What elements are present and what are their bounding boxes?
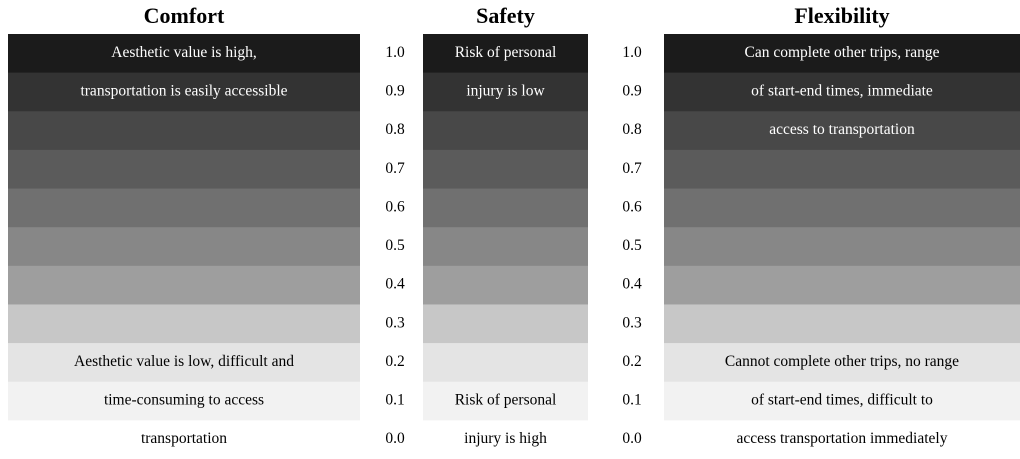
top-description: Aesthetic value is high,	[111, 44, 257, 61]
shade-band	[423, 227, 588, 267]
column-title: Flexibility	[794, 3, 889, 28]
shade-band	[664, 420, 1020, 459]
shade-band	[423, 34, 588, 74]
scale-label: 0.5	[622, 237, 642, 254]
scale-label: 0.0	[622, 430, 642, 447]
bottom-description: time-consuming to access	[104, 392, 264, 409]
scale-label: 0.5	[385, 237, 405, 254]
bottom-description: injury is high	[464, 430, 547, 447]
scale-label: 0.1	[622, 392, 641, 409]
scale-label: 0.4	[622, 276, 642, 293]
scale-label: 0.2	[385, 353, 404, 370]
shade-band	[664, 34, 1020, 74]
shade-band	[423, 381, 588, 421]
shade-band	[8, 34, 360, 74]
top-description: transportation is easily accessible	[80, 83, 287, 100]
shade-band	[664, 149, 1020, 190]
shade-band	[664, 304, 1020, 344]
column-title: Safety	[476, 3, 535, 28]
shade-band	[8, 381, 360, 421]
shade-band	[664, 72, 1020, 112]
scale-label: 0.4	[385, 276, 405, 293]
shade-band	[664, 227, 1020, 267]
scale-label: 0.3	[622, 314, 642, 331]
shade-band	[8, 420, 360, 459]
scale-label: 0.2	[622, 353, 641, 370]
shade-band	[8, 188, 360, 228]
bottom-description: Cannot complete other trips, no range	[725, 353, 959, 370]
scale-label: 1.0	[385, 44, 405, 61]
column-title: Comfort	[144, 3, 225, 28]
shade-band	[8, 343, 360, 383]
scale-label: 0.7	[622, 160, 642, 177]
bottom-description: access transportation immediately	[737, 430, 948, 447]
shade-band	[664, 111, 1020, 151]
shade-band	[664, 343, 1020, 383]
scale-label: 0.8	[385, 121, 405, 138]
shade-band	[423, 304, 588, 344]
scale-label: 0.8	[622, 121, 642, 138]
scale-label: 0.0	[385, 430, 405, 447]
scale-label: 0.3	[385, 314, 405, 331]
shade-band	[423, 343, 588, 383]
bottom-description: Risk of personal	[455, 392, 557, 409]
bottom-description: Aesthetic value is low, difficult and	[74, 353, 294, 370]
top-description: injury is low	[466, 83, 545, 100]
shade-band	[8, 72, 360, 112]
scale-label: 1.0	[622, 44, 642, 61]
shade-band	[423, 72, 588, 112]
scale-label: 0.6	[622, 198, 642, 215]
shade-band	[664, 265, 1020, 305]
bottom-description: transportation	[141, 430, 227, 447]
top-description: access to transportation	[769, 121, 915, 138]
shade-band	[664, 188, 1020, 228]
bottom-description: of start-end times, difficult to	[751, 392, 933, 409]
shade-band	[423, 149, 588, 190]
shade-band	[8, 227, 360, 267]
shade-band	[423, 188, 588, 228]
scale-label: 0.9	[622, 83, 642, 100]
shade-band	[423, 420, 588, 459]
top-description: of start-end times, immediate	[751, 83, 933, 100]
shade-band	[8, 111, 360, 151]
top-description: Can complete other trips, range	[745, 44, 940, 61]
shade-band	[8, 149, 360, 190]
scale-label: 0.7	[385, 160, 405, 177]
scale-label: 0.9	[385, 83, 405, 100]
shade-band	[664, 381, 1020, 421]
scale-label: 0.6	[385, 198, 405, 215]
shade-band	[423, 111, 588, 151]
scale-label: 0.1	[385, 392, 404, 409]
shade-band	[423, 265, 588, 305]
top-description: Risk of personal	[455, 44, 557, 61]
shade-band	[8, 265, 360, 305]
shade-band	[8, 304, 360, 344]
